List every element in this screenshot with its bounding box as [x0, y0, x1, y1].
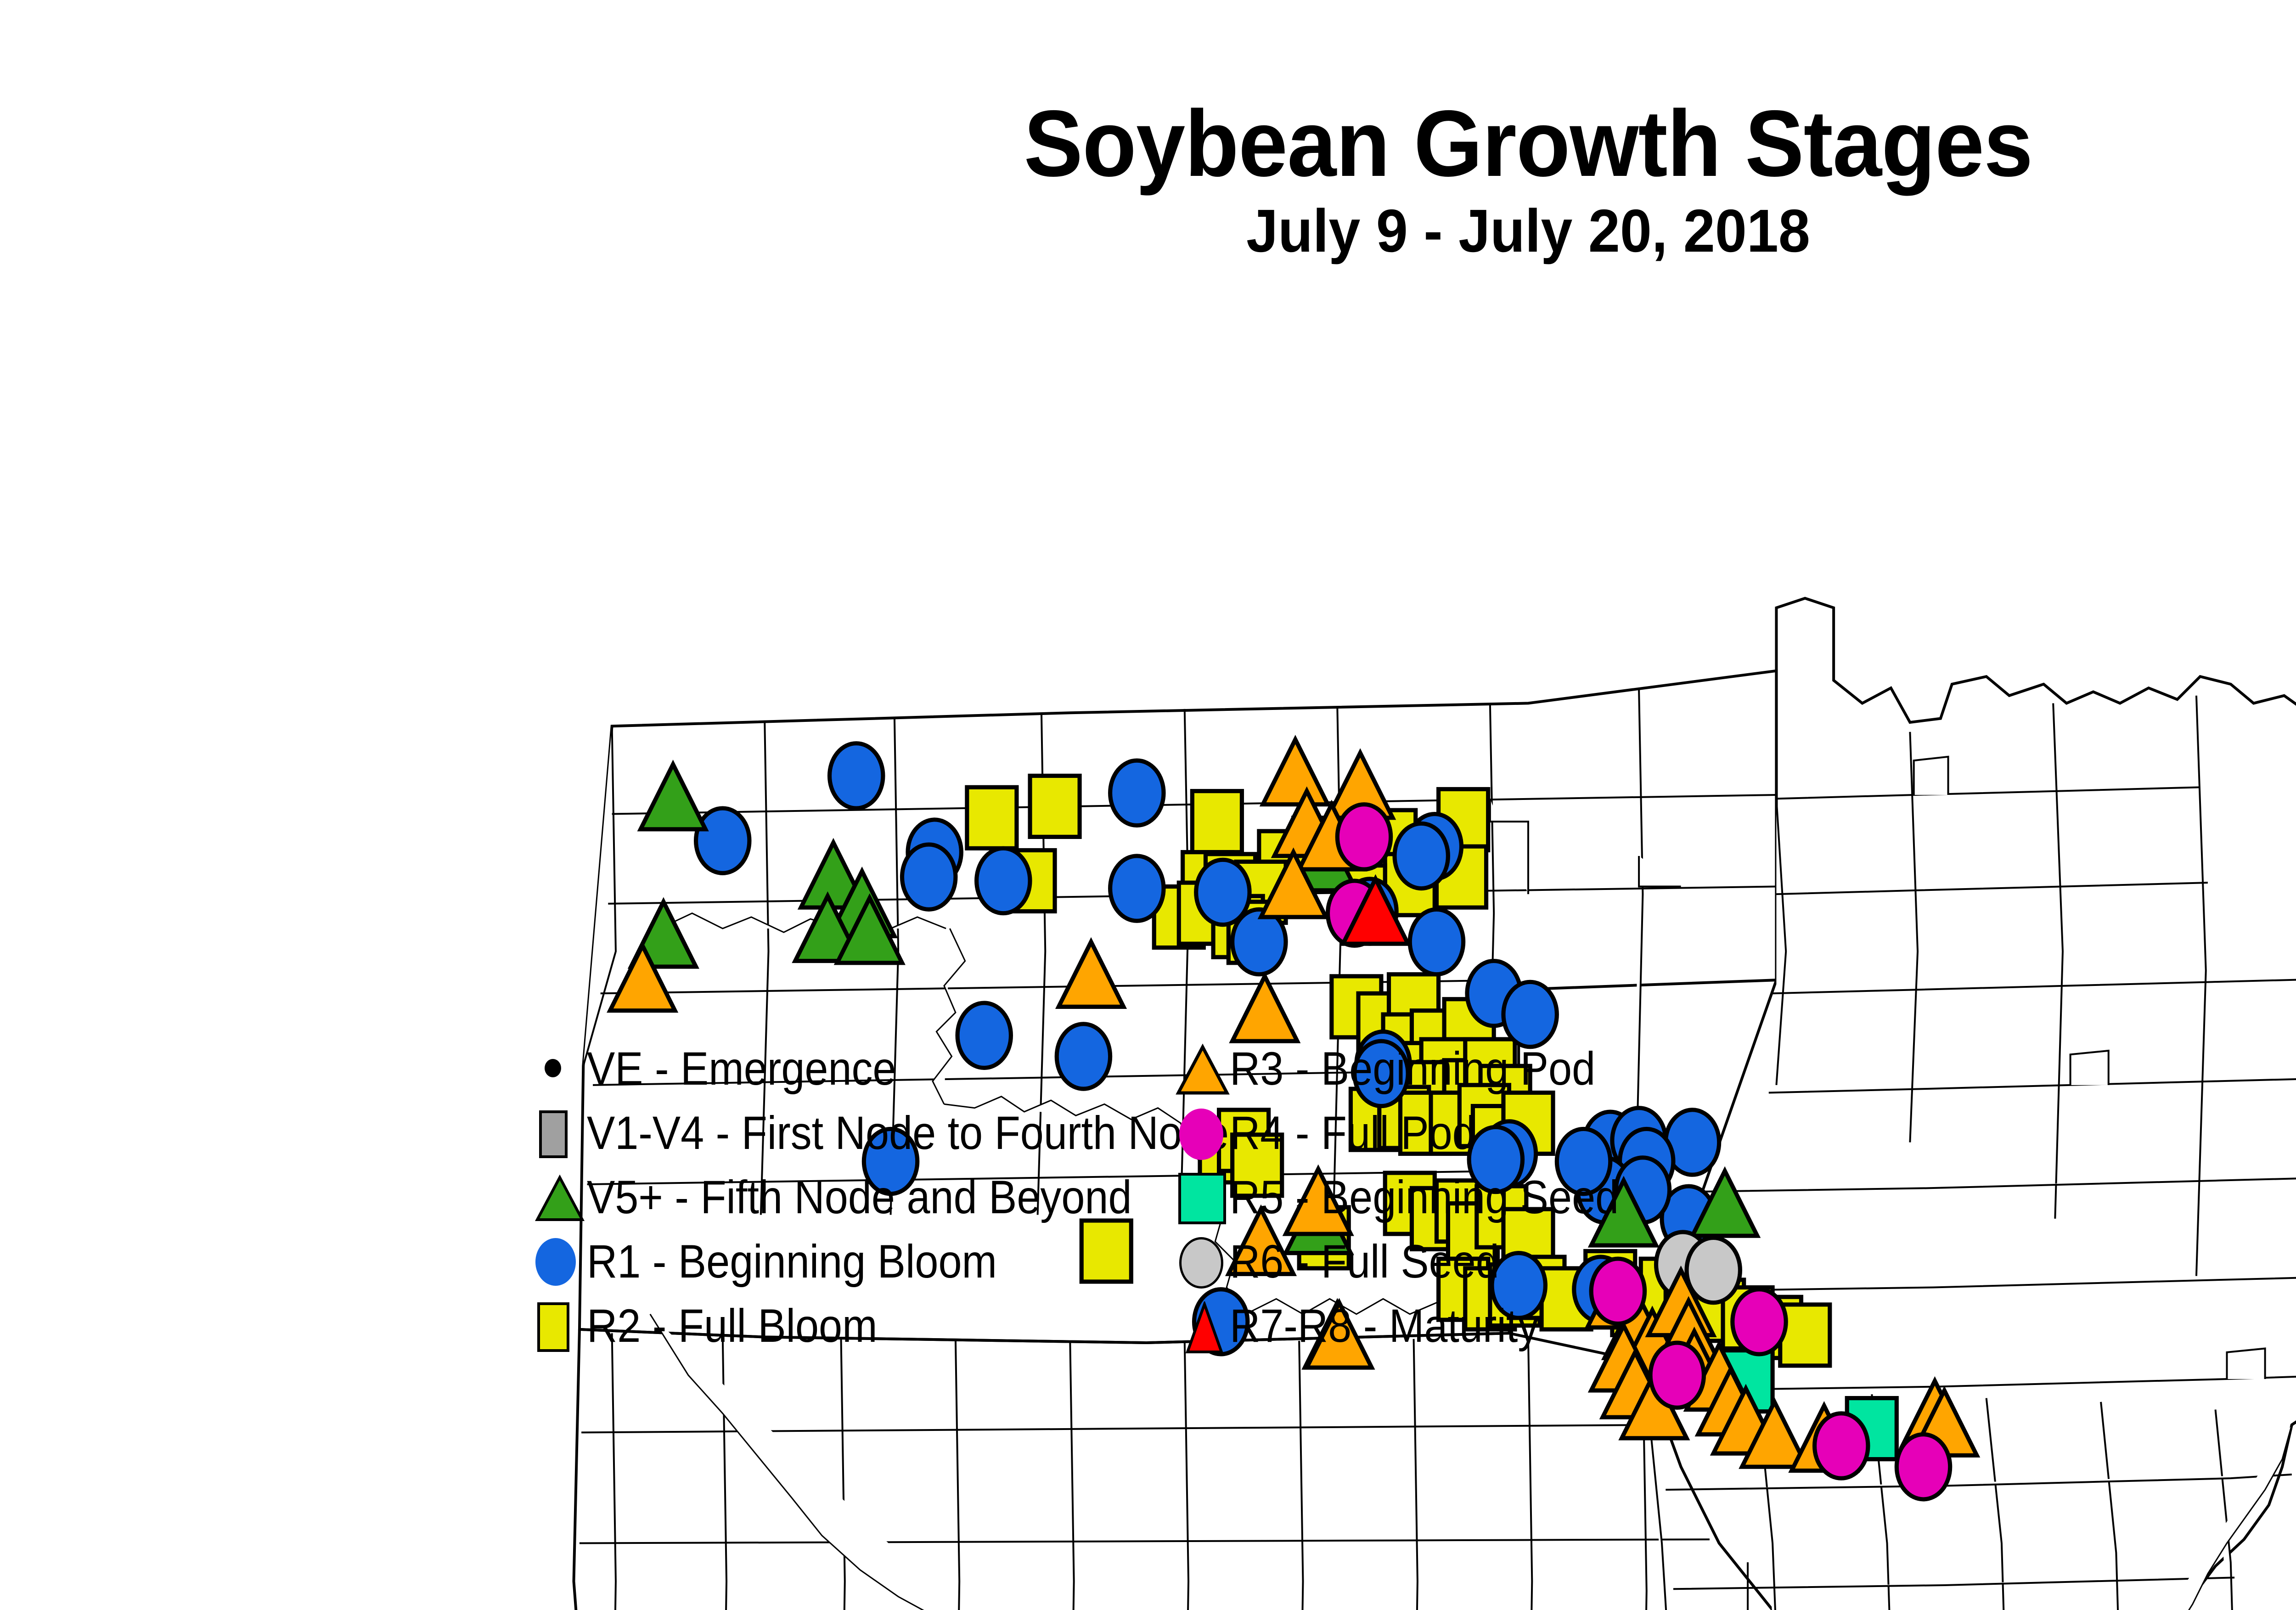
legend-item-r7r8[interactable]: R7-R8 - Maturity — [1171, 1300, 1704, 1364]
map-marker-v5[interactable] — [627, 897, 699, 969]
map-marker-r4[interactable] — [1335, 802, 1393, 872]
map-marker-r3[interactable] — [1257, 847, 1329, 919]
map-marker-r1[interactable] — [900, 842, 958, 912]
map-marker-v5[interactable] — [792, 891, 864, 963]
map-marker-v5[interactable] — [1587, 1176, 1660, 1248]
map-marker-r4[interactable] — [1589, 1256, 1647, 1326]
map-marker-v5[interactable] — [637, 760, 709, 832]
map-marker-r3[interactable] — [1225, 1204, 1297, 1276]
legend-label-ve: VE - Emergence — [587, 1042, 896, 1095]
map-marker-r4[interactable] — [1730, 1287, 1788, 1357]
legend-item-r5[interactable]: R5 - Beginning Seed — [1171, 1171, 1704, 1235]
map-marker-r1[interactable] — [1392, 821, 1450, 891]
map-marker-r3[interactable] — [1282, 1164, 1354, 1236]
map-marker-r2[interactable] — [1028, 773, 1082, 839]
map-marker-r1[interactable] — [1501, 980, 1559, 1049]
legend-item-r3[interactable]: R3 - Beginning Pod — [1171, 1042, 1704, 1107]
map-marker-v5[interactable] — [1689, 1166, 1761, 1238]
map-marker-r1[interactable] — [1490, 1251, 1548, 1320]
map-marker-r6[interactable] — [1684, 1235, 1743, 1305]
r5-square-icon — [1178, 1173, 1226, 1224]
marker-group — [607, 735, 1981, 1502]
title-block: Soybean Growth Stages July 9 - July 20, … — [0, 96, 2296, 261]
map-marker-r4[interactable] — [1812, 1411, 1870, 1481]
map-stage — [0, 321, 2296, 1610]
legend-item-r1[interactable]: R1 - Beginning Bloom — [528, 1235, 1180, 1300]
legend-label-r3: R3 - Beginning Pod — [1230, 1042, 1596, 1095]
map-marker-r3[interactable] — [1739, 1397, 1811, 1469]
map-marker-r3[interactable] — [1303, 1298, 1375, 1370]
map-marker-r3[interactable] — [1055, 937, 1127, 1009]
map-marker-r1[interactable] — [955, 1001, 1013, 1070]
r6-circle-icon — [1179, 1237, 1223, 1289]
legend-item-r4[interactable]: R4 - Full Pod — [1171, 1107, 1704, 1171]
map-marker-r3[interactable] — [607, 941, 679, 1013]
map-marker-r1[interactable] — [1194, 857, 1252, 927]
r2-square-icon — [537, 1302, 569, 1352]
legend-label-v5: V5+ - Fifth Node and Beyond — [587, 1171, 1132, 1223]
map-marker-r1[interactable] — [1467, 1125, 1525, 1194]
page-title: Soybean Growth Stages — [1024, 91, 2033, 196]
map-marker-v5[interactable] — [833, 893, 906, 965]
ve-dot-icon — [545, 1059, 561, 1077]
legend-label-r6: R6 - Full Seed — [1230, 1235, 1499, 1288]
growth-stage-markers-layer — [607, 735, 1981, 1502]
page-subtitle: July 9 - July 20, 2018 — [1246, 197, 1810, 265]
map-marker-r1[interactable] — [1108, 758, 1166, 828]
map-marker-r4[interactable] — [1894, 1432, 1953, 1502]
map-marker-r2[interactable] — [1778, 1302, 1832, 1368]
map-marker-r1[interactable] — [974, 846, 1032, 916]
r1-circle-icon — [535, 1238, 576, 1286]
r4-circle-icon — [1179, 1109, 1223, 1160]
map-marker-r2[interactable] — [1079, 1218, 1133, 1284]
legend-label-r7r8: R7-R8 - Maturity — [1230, 1300, 1539, 1352]
map-marker-r1[interactable] — [827, 741, 885, 811]
legend-column-left: VE - Emergence V1-V4 - First Node to Fou… — [528, 1042, 1229, 1364]
r3-triangle-icon — [1176, 1043, 1230, 1095]
r7r8-triangle-icon — [1185, 1300, 1235, 1353]
legend: VE - Emergence V1-V4 - First Node to Fou… — [528, 1042, 1704, 1373]
map-marker-r7-r8[interactable] — [1339, 874, 1412, 946]
legend-label-v1v4: V1-V4 - First Node to Fourth Node — [587, 1107, 1229, 1159]
legend-label-r5: R5 - Beginning Seed — [1230, 1171, 1619, 1223]
legend-item-v1v4[interactable]: V1-V4 - First Node to Fourth Node — [528, 1107, 1229, 1171]
legend-item-r6[interactable]: R6 - Full Seed — [1171, 1235, 1704, 1300]
map-marker-r1[interactable] — [1352, 1039, 1410, 1109]
map-marker-r1[interactable] — [1407, 907, 1466, 977]
map-marker-r2[interactable] — [1230, 1132, 1284, 1198]
map-marker-r4[interactable] — [1648, 1340, 1706, 1410]
legend-label-r1: R1 - Beginning Bloom — [587, 1235, 997, 1288]
legend-label-r2: R2 - Full Bloom — [587, 1300, 878, 1352]
map-marker-r1[interactable] — [861, 1126, 920, 1196]
legend-item-r2[interactable]: R2 - Full Bloom — [528, 1300, 1180, 1364]
map-marker-r3[interactable] — [1229, 971, 1301, 1043]
v1v4-square-icon — [539, 1110, 568, 1158]
v5-triangle-icon — [535, 1174, 585, 1224]
legend-label-r4: R4 - Full Pod — [1230, 1107, 1476, 1159]
map-marker-r1[interactable] — [693, 806, 752, 875]
map-marker-r2[interactable] — [1190, 789, 1244, 855]
legend-item-ve[interactable]: VE - Emergence — [528, 1042, 1180, 1107]
map-marker-r3[interactable] — [1259, 735, 1331, 807]
map-marker-r1[interactable] — [1554, 1126, 1613, 1196]
map-marker-r1[interactable] — [1054, 1022, 1113, 1091]
legend-column-right: R3 - Beginning Pod R4 - Full Pod R5 - Be… — [1171, 1042, 1704, 1364]
legend-item-v5[interactable]: V5+ - Fifth Node and Beyond — [528, 1171, 1180, 1235]
map-marker-r1[interactable] — [1108, 854, 1166, 923]
map-marker-r1[interactable] — [1230, 907, 1288, 977]
map-marker-r2[interactable] — [965, 785, 1019, 850]
